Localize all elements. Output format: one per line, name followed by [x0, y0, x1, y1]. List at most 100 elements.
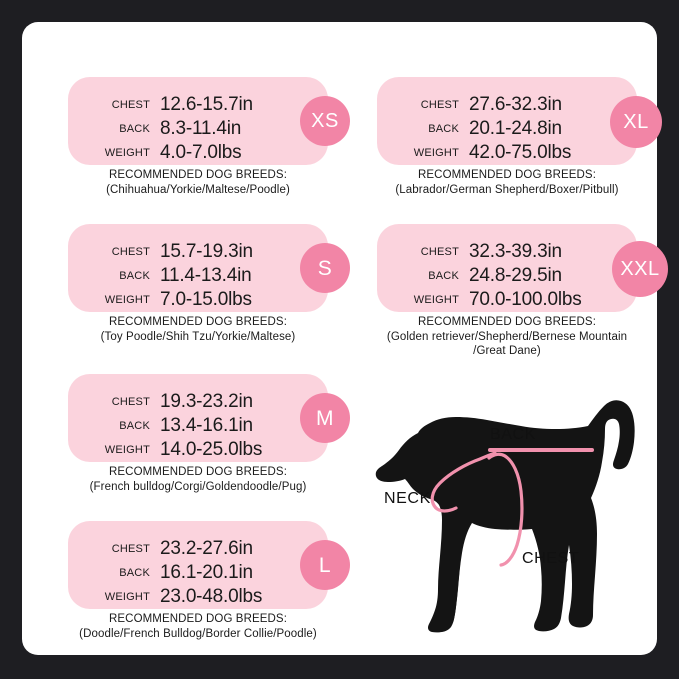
- size-badge-xxl: XXL: [612, 241, 668, 297]
- measurement-label-chest: CHEST: [111, 396, 150, 408]
- measurement-row-chest: CHEST 27.6-32.3in: [377, 93, 637, 117]
- measurement-value-weight: 14.0-25.0lbs: [160, 439, 263, 460]
- poster-panel: CHEST 12.6-15.7in BACK 8.3-11.4in WEIGHT…: [22, 22, 668, 655]
- measurement-row-back: BACK 24.8-29.5in: [377, 264, 637, 288]
- measurement-value-chest: 27.6-32.3in: [469, 94, 562, 115]
- measurement-label-back: BACK: [428, 270, 459, 282]
- measurement-label-back: BACK: [119, 123, 150, 135]
- measurement-row-weight: WEIGHT 14.0-25.0lbs: [68, 438, 328, 462]
- breeds-list-line1: (Chihuahua/Yorkie/Maltese/Poodle): [106, 183, 290, 196]
- measurement-rows: CHEST 12.6-15.7in BACK 8.3-11.4in WEIGHT…: [68, 77, 328, 165]
- size-badge-xl: XL: [610, 96, 662, 148]
- measurement-label-weight: WEIGHT: [104, 591, 150, 603]
- size-card-xxl: CHEST 32.3-39.3in BACK 24.8-29.5in WEIGH…: [377, 224, 668, 312]
- size-card-l: CHEST 23.2-27.6in BACK 16.1-20.1in WEIGH…: [68, 521, 350, 609]
- size-card-xs: CHEST 12.6-15.7in BACK 8.3-11.4in WEIGHT…: [68, 77, 350, 165]
- chest-measurement-loop: [499, 454, 524, 567]
- chest-measurement-label: CHEST: [522, 550, 580, 567]
- neck-measurement-label: NECK: [384, 490, 431, 507]
- measurement-value-chest: 32.3-39.3in: [469, 241, 562, 262]
- measurement-rows: CHEST 15.7-19.3in BACK 11.4-13.4in WEIGH…: [68, 224, 328, 312]
- measurement-row-chest: CHEST 19.3-23.2in: [68, 390, 328, 414]
- measurement-row-chest: CHEST 15.7-19.3in: [68, 240, 328, 264]
- back-measurement-label: BACK: [490, 426, 536, 443]
- breeds-caption-xl: RECOMMENDED DOG BREEDS: (Labrador/German…: [367, 168, 647, 197]
- measurement-rows: CHEST 23.2-27.6in BACK 16.1-20.1in WEIGH…: [68, 521, 328, 609]
- breeds-heading: RECOMMENDED DOG BREEDS:: [108, 466, 287, 478]
- measurement-row-weight: WEIGHT 42.0-75.0lbs: [377, 141, 637, 165]
- measurement-value-weight: 70.0-100.0lbs: [469, 289, 582, 310]
- dog-front-leg-shape: [431, 556, 461, 633]
- chest-measurement-loop-tail: [487, 452, 507, 460]
- measurement-label-back: BACK: [119, 420, 150, 432]
- measurement-label-chest: CHEST: [111, 543, 150, 555]
- measurement-row-weight: WEIGHT 70.0-100.0lbs: [377, 288, 637, 312]
- measurement-row-chest: CHEST 23.2-27.6in: [68, 537, 328, 561]
- measurement-label-back: BACK: [428, 123, 459, 135]
- measurement-rows: CHEST 19.3-23.2in BACK 13.4-16.1in WEIGH…: [68, 374, 328, 462]
- dog-measurement-diagram: BACK NECK CHEST: [374, 390, 646, 640]
- measurement-value-weight: 42.0-75.0lbs: [469, 142, 572, 163]
- neck-measurement-loop-tail: [434, 506, 458, 513]
- breeds-caption-l: RECOMMENDED DOG BREEDS: (Doodle/French B…: [62, 612, 334, 641]
- measurement-value-back: 11.4-13.4in: [160, 265, 252, 286]
- measurement-value-chest: 12.6-15.7in: [160, 94, 253, 115]
- neck-measurement-loop: [430, 451, 497, 510]
- measurement-label-chest: CHEST: [111, 99, 150, 111]
- measurement-row-weight: WEIGHT 23.0-48.0lbs: [68, 585, 328, 609]
- measurement-label-weight: WEIGHT: [104, 444, 150, 456]
- size-badge-m: M: [300, 393, 350, 443]
- measurement-value-back: 20.1-24.8in: [469, 118, 562, 139]
- measurement-row-back: BACK 16.1-20.1in: [68, 561, 328, 585]
- breeds-list-line1: (French bulldog/Corgi/Goldendoodle/Pug): [89, 480, 307, 493]
- size-card-s: CHEST 15.7-19.3in BACK 11.4-13.4in WEIGH…: [68, 224, 350, 312]
- breeds-caption-xs: RECOMMENDED DOG BREEDS: (Chihuahua/Yorki…: [62, 168, 334, 197]
- measurement-value-back: 13.4-16.1in: [160, 415, 253, 436]
- breeds-list-line2: /Great Dane): [473, 345, 541, 357]
- breeds-heading: RECOMMENDED DOG BREEDS:: [108, 169, 287, 181]
- breeds-list-line1: (Doodle/French Bulldog/Border Collie/Poo…: [79, 627, 317, 640]
- measurement-value-weight: 7.0-15.0lbs: [160, 289, 252, 310]
- measurement-label-back: BACK: [119, 270, 150, 282]
- breeds-heading: RECOMMENDED DOG BREEDS:: [108, 613, 287, 625]
- measurement-value-back: 24.8-29.5in: [469, 265, 562, 286]
- measurement-rows: CHEST 27.6-32.3in BACK 20.1-24.8in WEIGH…: [377, 77, 637, 165]
- measurement-rows: CHEST 32.3-39.3in BACK 24.8-29.5in WEIGH…: [377, 224, 637, 312]
- size-card-m: CHEST 19.3-23.2in BACK 13.4-16.1in WEIGH…: [68, 374, 350, 462]
- breeds-caption-s: RECOMMENDED DOG BREEDS: (Toy Poodle/Shih…: [62, 315, 334, 344]
- measurement-row-chest: CHEST 12.6-15.7in: [68, 93, 328, 117]
- measurement-label-chest: CHEST: [420, 99, 459, 111]
- measurement-label-chest: CHEST: [420, 246, 459, 258]
- measurement-value-weight: 23.0-48.0lbs: [160, 586, 263, 607]
- measurement-row-back: BACK 8.3-11.4in: [68, 117, 328, 141]
- measurement-row-back: BACK 20.1-24.8in: [377, 117, 637, 141]
- measurement-row-weight: WEIGHT 4.0-7.0lbs: [68, 141, 328, 165]
- measurement-row-weight: WEIGHT 7.0-15.0lbs: [68, 288, 328, 312]
- breeds-caption-xxl: RECOMMENDED DOG BREEDS: (Golden retrieve…: [367, 315, 647, 359]
- breeds-list-line1: (Toy Poodle/Shih Tzu/Yorkie/Maltese): [100, 330, 296, 343]
- breeds-list-line1: (Golden retriever/Shepherd/Bernese Mount…: [386, 330, 628, 343]
- measurement-value-back: 16.1-20.1in: [160, 562, 253, 583]
- measurement-label-weight: WEIGHT: [413, 147, 459, 159]
- breeds-heading: RECOMMENDED DOG BREEDS:: [108, 316, 287, 328]
- breeds-list-line1: (Labrador/German Shepherd/Boxer/Pitbull): [395, 183, 619, 196]
- measurement-row-chest: CHEST 32.3-39.3in: [377, 240, 637, 264]
- measurement-label-weight: WEIGHT: [104, 294, 150, 306]
- size-badge-l: L: [300, 540, 350, 590]
- measurement-row-back: BACK 11.4-13.4in: [68, 264, 328, 288]
- measurement-row-back: BACK 13.4-16.1in: [68, 414, 328, 438]
- measurement-label-chest: CHEST: [111, 246, 150, 258]
- size-badge-xs: XS: [300, 96, 350, 146]
- measurement-value-back: 8.3-11.4in: [160, 118, 242, 139]
- size-badge-s: S: [300, 243, 350, 293]
- measurement-value-chest: 23.2-27.6in: [160, 538, 253, 559]
- breeds-heading: RECOMMENDED DOG BREEDS:: [417, 316, 596, 328]
- breeds-caption-m: RECOMMENDED DOG BREEDS: (French bulldog/…: [62, 465, 334, 494]
- measurement-label-weight: WEIGHT: [413, 294, 459, 306]
- measurement-label-back: BACK: [119, 567, 150, 579]
- measurement-value-weight: 4.0-7.0lbs: [160, 142, 242, 163]
- measurement-value-chest: 19.3-23.2in: [160, 391, 253, 412]
- size-card-xl: CHEST 27.6-32.3in BACK 20.1-24.8in WEIGH…: [377, 77, 662, 165]
- measurement-label-weight: WEIGHT: [104, 147, 150, 159]
